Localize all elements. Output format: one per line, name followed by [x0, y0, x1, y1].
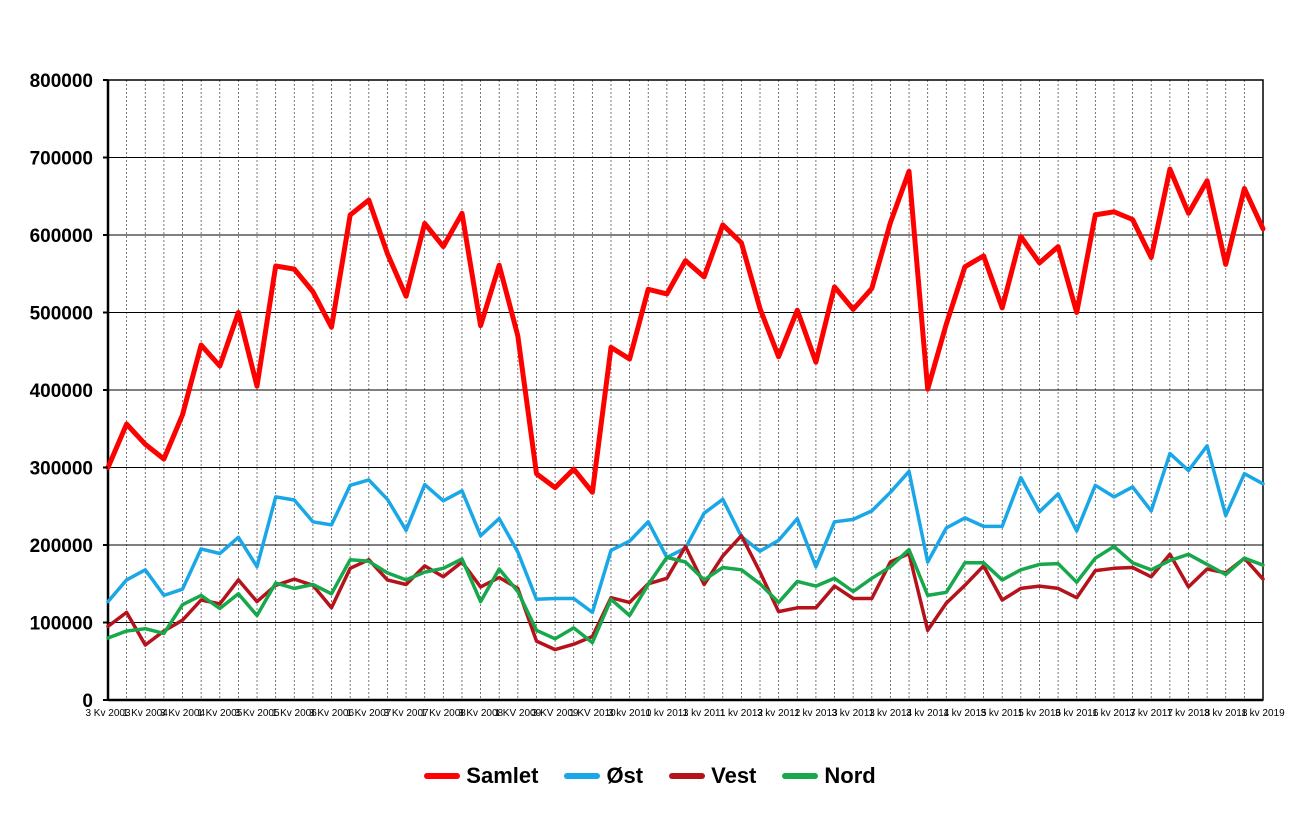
x-tick-label: 3 Kv 2004: [160, 708, 205, 719]
series-lines: [105, 166, 1266, 652]
x-tick-label: 1 kv 2012: [720, 708, 764, 719]
y-axis-tick-labels: 0 100000 200000 300000 400000 500000 600000 700…: [30, 71, 108, 712]
legend-label-nord: Nord: [824, 763, 876, 788]
x-tick-label: 3 Kv 2005: [235, 708, 280, 719]
x-tick-label: 3 kv 2018: [1204, 708, 1248, 719]
grid: [108, 79, 1263, 701]
legend-item-ost: Øst: [564, 763, 643, 789]
x-tick-label: 1 kv 2014: [869, 708, 913, 719]
series-line-nord: [106, 544, 1265, 645]
x-tick-label: 3 Kv 2003: [85, 708, 130, 719]
y-tick-label: 200000: [30, 536, 93, 557]
x-tick-label: 1 kv 2013: [794, 708, 838, 719]
x-tick-label: 1 kv 2018: [1167, 708, 1211, 719]
legend-swatch-nord: [782, 773, 819, 779]
x-tick-label: 3 kv 2012: [757, 708, 801, 719]
x-tick-label: 1 kv 2015: [943, 708, 987, 719]
x-tick-label: 1 kv 2016: [1018, 708, 1062, 719]
x-tick-label: 3 Kv 2008: [458, 708, 503, 719]
x-tick-label: 1 kv 2019: [1241, 708, 1285, 719]
x-tick-label: 1 kv 2011: [646, 708, 689, 719]
y-tick-label: 700000: [30, 149, 93, 170]
legend-swatch-vest: [669, 773, 706, 779]
x-tick-label: 1 Kv 2004: [123, 708, 168, 719]
x-tick-label: 3 kv 2016: [1055, 708, 1099, 719]
x-tick-label: 1 Kv 2007: [346, 708, 391, 719]
legend-item-samlet: Samlet: [424, 763, 538, 789]
y-tick-label: 600000: [30, 226, 93, 247]
x-tick-label: 1 KV 2010: [569, 708, 616, 719]
series-line-samlet: [105, 166, 1266, 495]
legend-item-nord: Nord: [782, 763, 876, 789]
legend-swatch-samlet: [424, 773, 461, 779]
series-line-vest: [106, 533, 1265, 652]
legend-swatch-ost: [564, 773, 601, 779]
x-tick-label: 1 kv 2017: [1092, 708, 1136, 719]
x-tick-label: 1 Kv 2005: [197, 708, 242, 719]
x-tick-label: 3 kv 2011: [683, 708, 726, 719]
y-tick-label: 0: [82, 691, 93, 712]
x-tick-label: 3 KV 2009: [532, 708, 579, 719]
y-tick-label: 300000: [30, 459, 93, 480]
x-tick-label: 3 kv 2010: [608, 708, 652, 719]
x-tick-label: 3 kv 2014: [906, 708, 950, 719]
legend: Samlet Øst Vest Nord: [0, 758, 1300, 794]
x-tick-label: 3 kv 2017: [1130, 708, 1174, 719]
y-tick-label: 100000: [30, 614, 93, 635]
x-tick-label: 1 Kv 2006: [272, 708, 317, 719]
x-tick-label: 1 Kv 2008: [421, 708, 466, 719]
y-tick-label: 500000: [30, 304, 93, 325]
y-tick-label: 400000: [30, 381, 93, 402]
x-tick-label: 3 kv 2015: [981, 708, 1025, 719]
legend-label-samlet: Samlet: [466, 763, 539, 788]
x-tick-label: 3 Kv 2006: [309, 708, 354, 719]
legend-label-ost: Øst: [606, 763, 644, 788]
x-tick-label: 1 KV 2009: [494, 708, 541, 719]
x-tick-label: 3 kv 2013: [831, 708, 875, 719]
legend-label-vest: Vest: [711, 763, 757, 788]
y-tick-label: 800000: [30, 71, 93, 92]
legend-item-vest: Vest: [669, 763, 756, 789]
x-tick-label: 3 Kv 2007: [384, 708, 429, 719]
